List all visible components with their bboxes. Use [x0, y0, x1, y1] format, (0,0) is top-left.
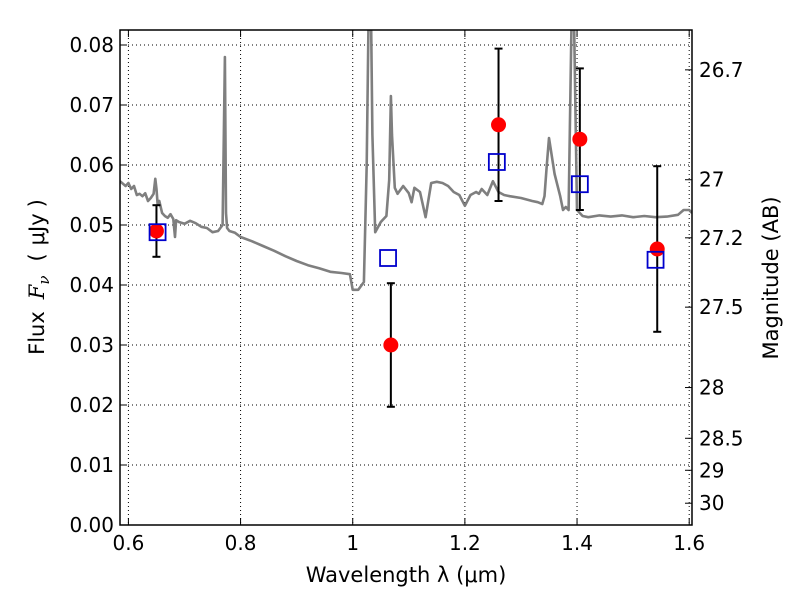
right-tick-label: 27.5 — [699, 295, 744, 319]
model-photometry-square — [148, 223, 167, 242]
plot-frame — [119, 29, 693, 526]
right-tick-label: 30 — [699, 491, 724, 515]
y-tick-label: 0.07 — [69, 93, 114, 117]
right-tick-label: 27.2 — [699, 226, 744, 250]
y-tick-label: 0.04 — [69, 273, 114, 297]
right-tick-label: 26.7 — [699, 58, 744, 82]
model-photometry-square — [379, 249, 397, 267]
x-tick-label: 0.6 — [113, 531, 145, 555]
model-photometry-square — [646, 250, 665, 269]
model-photometry-square — [570, 175, 589, 194]
x-tick-label: 1.4 — [561, 531, 593, 555]
observed-point — [649, 241, 665, 257]
right-tick-label: 28.5 — [699, 426, 744, 450]
y-tick-label: 0.06 — [69, 153, 114, 177]
observed-point — [383, 337, 399, 353]
y-axis-label: FluxFν(μJy) — [25, 199, 53, 355]
y-tick-label: 0.08 — [69, 33, 114, 57]
observed-point — [572, 131, 588, 147]
observed-point — [491, 117, 507, 133]
errorbar-layer — [152, 47, 662, 408]
x-axis-label: Wavelength λ (μm) — [306, 563, 507, 587]
model-spectrum-line — [120, 30, 692, 292]
right-tick-label: 27 — [699, 168, 724, 192]
right-tick-label: 29 — [699, 458, 724, 482]
right-axis-label: Magnitude (AB) — [759, 196, 783, 359]
y-tick-label: 0.02 — [69, 393, 114, 417]
spectrum-layer — [120, 30, 692, 292]
y-tick-label: 0.03 — [69, 333, 114, 357]
y-tick-label: 0.00 — [69, 513, 114, 537]
x-tick-label: 0.8 — [225, 531, 257, 555]
right-tick-label: 28 — [699, 376, 724, 400]
model-photometry-square — [487, 153, 506, 171]
observed-point — [148, 223, 164, 239]
x-tick-label: 1.2 — [449, 531, 481, 555]
y-tick-label: 0.05 — [69, 213, 114, 237]
axis-layer: 0.6 0.8 1 1.2 1.4 1.6 0.00 0.01 0.02 0.03 0.04 0.05… — [69, 30, 744, 555]
y-tick-label: 0.01 — [69, 453, 114, 477]
observed-layer — [148, 117, 665, 353]
grid-layer — [120, 30, 692, 526]
x-tick-label: 1.6 — [673, 531, 705, 555]
x-tick-label: 1 — [346, 531, 359, 555]
model-photometry-layer — [148, 153, 665, 269]
